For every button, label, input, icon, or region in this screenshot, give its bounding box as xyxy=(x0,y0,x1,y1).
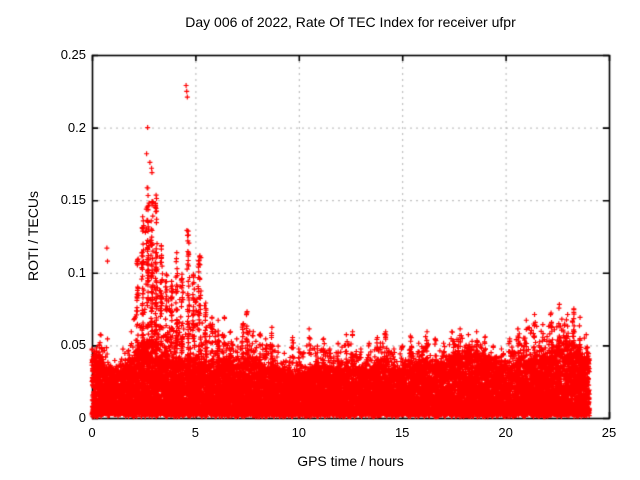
y-tick-label: 0.2 xyxy=(67,119,86,135)
x-tick-label: 25 xyxy=(601,425,617,440)
y-tick-label: 0 xyxy=(78,410,86,425)
x-tick-label: 5 xyxy=(191,425,199,440)
y-tick-label: 0.25 xyxy=(60,47,86,62)
x-tick-label: 20 xyxy=(498,425,513,440)
chart-title: Day 006 of 2022, Rate Of TEC Index for r… xyxy=(185,14,516,30)
x-tick-label: 15 xyxy=(394,425,410,440)
y-tick-label: 0.1 xyxy=(67,264,86,280)
x-axis-label: GPS time / hours xyxy=(297,453,404,469)
x-tick-label: 10 xyxy=(291,425,307,440)
x-tick-label: 0 xyxy=(88,425,96,440)
y-tick-label: 0.05 xyxy=(60,337,86,353)
y-tick-label: 0.15 xyxy=(60,192,86,208)
